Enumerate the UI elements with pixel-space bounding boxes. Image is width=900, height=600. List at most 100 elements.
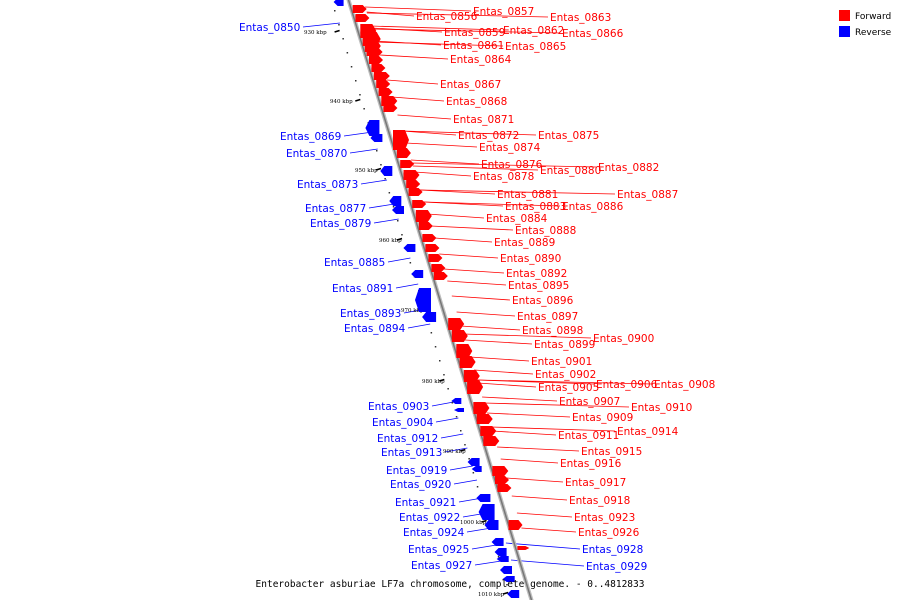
tick-label: 980 kbp — [422, 379, 445, 385]
reverse-gene — [478, 504, 495, 520]
minor-tick — [355, 80, 357, 82]
forward-gene-label: Entas_0905 — [538, 382, 599, 394]
reverse-gene-label: Entas_0922 — [399, 512, 460, 524]
forward-leader-line — [451, 295, 511, 301]
reverse-leader-line — [302, 22, 340, 28]
forward-gene — [508, 520, 523, 530]
forward-gene-label: Entas_0862 — [503, 25, 564, 37]
reverse-gene — [333, 0, 344, 6]
forward-gene-label: Entas_0864 — [450, 54, 512, 66]
forward-leader-line — [439, 253, 499, 259]
forward-gene — [403, 170, 420, 180]
minor-tick — [334, 10, 336, 12]
forward-leader-line — [405, 142, 478, 148]
forward-gene — [378, 88, 393, 96]
forward-gene-label: Entas_0908 — [654, 379, 715, 391]
forward-gene-label: Entas_0899 — [534, 339, 595, 351]
minor-tick — [455, 416, 458, 418]
reverse-gene — [494, 548, 507, 556]
forward-gene-label: Entas_0902 — [535, 369, 596, 381]
forward-gene — [467, 380, 484, 394]
forward-leader-line — [402, 130, 537, 136]
forward-leader-line — [365, 6, 472, 12]
minor-tick — [464, 444, 466, 446]
forward-gene — [393, 130, 409, 150]
reverse-gene — [491, 538, 504, 546]
minor-tick — [447, 388, 449, 390]
reverse-gene-label: Entas_0921 — [395, 497, 456, 509]
minor-tick — [338, 24, 340, 26]
tick-mark — [375, 167, 382, 171]
reverse-gene-label: Entas_0893 — [340, 308, 401, 320]
reverse-gene-label: Entas_0912 — [377, 433, 438, 445]
forward-gene — [476, 414, 493, 424]
forward-gene-label: Entas_0887 — [617, 189, 678, 201]
reverse-leader-line — [449, 465, 473, 471]
reverse-gene — [454, 408, 464, 412]
forward-gene-label: Entas_0883 — [505, 201, 566, 213]
forward-gene — [495, 476, 509, 484]
forward-gene-label: Entas_0876 — [481, 159, 543, 171]
forward-gene-label: Entas_0865 — [505, 41, 566, 53]
forward-leader-line — [483, 402, 630, 408]
reverse-gene-label: Entas_0925 — [408, 544, 469, 556]
forward-gene — [459, 356, 476, 368]
forward-leader-line — [516, 512, 573, 518]
reverse-gene-label: Entas_0879 — [310, 218, 371, 230]
forward-gene-label: Entas_0882 — [598, 162, 659, 174]
forward-gene — [376, 80, 391, 88]
minor-tick — [346, 52, 349, 54]
forward-leader-line — [375, 41, 504, 47]
reverse-gene — [471, 466, 482, 472]
forward-gene-label: Entas_0910 — [631, 402, 692, 414]
minor-tick — [363, 108, 365, 110]
forward-gene — [492, 466, 509, 476]
reverse-leader-line — [395, 283, 419, 289]
reverse-gene-label: Entas_0924 — [403, 527, 465, 539]
forward-gene-label: Entas_0874 — [479, 142, 541, 154]
forward-leader-line — [521, 527, 577, 533]
forward-gene — [480, 426, 497, 436]
forward-leader-line — [492, 430, 557, 436]
minor-tick — [443, 374, 445, 376]
tick-mark — [334, 29, 340, 33]
forward-leader-line — [430, 225, 514, 231]
tick-label: 960 kbp — [379, 238, 402, 244]
reverse-leader-line — [444, 447, 468, 453]
minor-tick — [359, 94, 361, 96]
forward-gene — [428, 254, 443, 262]
forward-gene — [422, 234, 437, 242]
forward-leader-line — [410, 159, 480, 165]
forward-gene-label: Entas_0918 — [569, 495, 630, 507]
minor-tick — [430, 332, 433, 334]
forward-gene-label: Entas_0884 — [486, 213, 548, 225]
minor-tick — [434, 346, 437, 348]
reverse-leader-line — [474, 560, 502, 566]
forward-leader-line — [443, 268, 505, 274]
forward-gene — [412, 200, 427, 208]
minor-tick — [350, 66, 353, 68]
minor-tick — [376, 150, 378, 152]
forward-leader-line — [460, 325, 521, 331]
forward-leader-line — [392, 96, 445, 102]
legend-label-forward: Forward — [855, 12, 891, 22]
forward-gene — [366, 48, 383, 56]
minor-tick — [384, 178, 386, 180]
forward-leader-line — [463, 333, 592, 339]
reverse-gene — [500, 566, 512, 574]
reverse-gene — [422, 312, 437, 322]
forward-leader-line — [434, 237, 493, 243]
forward-leader-line — [414, 171, 472, 177]
minor-tick — [401, 234, 403, 236]
forward-gene — [381, 96, 398, 106]
forward-gene-label: Entas_0916 — [560, 458, 622, 470]
forward-leader-line — [486, 412, 571, 418]
tick-label: 930 kbp — [304, 30, 327, 36]
forward-gene — [355, 14, 370, 22]
reverse-gene — [403, 244, 416, 252]
reverse-gene-label: Entas_0894 — [344, 323, 406, 335]
forward-gene-label: Entas_0896 — [512, 295, 574, 307]
reverse-leader-line — [435, 417, 459, 423]
forward-leader-line — [470, 356, 530, 362]
reverse-leader-line — [373, 218, 399, 224]
